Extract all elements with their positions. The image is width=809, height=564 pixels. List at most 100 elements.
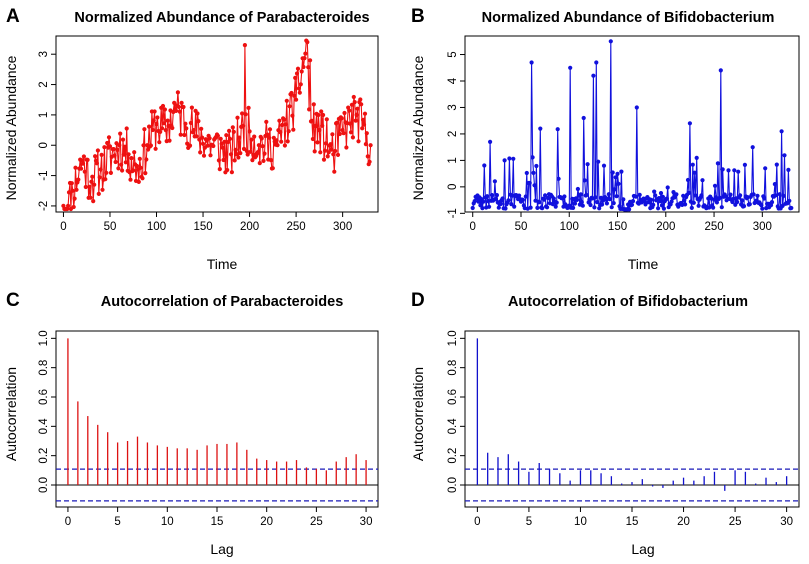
data-point (298, 82, 303, 87)
data-point (511, 156, 516, 161)
data-point (532, 183, 537, 188)
data-point (80, 161, 86, 166)
data-point (237, 135, 242, 140)
panel-c-letter: C (6, 290, 20, 311)
data-point (707, 205, 712, 210)
data-point (358, 97, 363, 102)
data-point (218, 136, 223, 141)
data-point (200, 135, 205, 140)
data-point (361, 122, 367, 127)
x-tick-label: 0 (65, 516, 71, 528)
data-point (512, 204, 517, 209)
data-point (693, 193, 698, 198)
data-point (718, 68, 723, 73)
data-point (686, 190, 692, 195)
y-tick-label: 0 (38, 142, 50, 148)
data-point (92, 182, 97, 187)
data-point (117, 143, 122, 148)
data-point (311, 102, 316, 107)
data-point (531, 170, 536, 175)
data-point (80, 158, 85, 163)
data-point (167, 138, 172, 143)
data-point (656, 206, 661, 211)
data-point (331, 152, 336, 157)
data-point (692, 170, 697, 175)
data-point (580, 203, 585, 208)
data-point (90, 174, 95, 179)
x-tick-label: 10 (574, 516, 587, 528)
data-point (368, 143, 373, 148)
y-tick-label: -1 (447, 208, 459, 218)
data-point (601, 163, 607, 168)
x-tick-label: 50 (104, 221, 117, 233)
x-tick-label: 250 (704, 221, 723, 233)
data-point (320, 123, 325, 128)
data-point (194, 134, 199, 139)
data-point (671, 190, 676, 195)
data-point (281, 117, 287, 122)
y-tick-label: 0.4 (38, 418, 50, 435)
data-point (553, 204, 558, 209)
data-point (271, 135, 276, 140)
data-point (146, 147, 151, 152)
y-tick-label: 5 (447, 51, 459, 57)
y-tick-label: 1.0 (38, 330, 50, 346)
data-point (326, 150, 331, 155)
data-point (652, 189, 657, 194)
data-point (255, 150, 260, 155)
data-point (105, 140, 110, 146)
data-point (747, 202, 752, 207)
data-point (542, 197, 547, 202)
data-point (199, 126, 204, 131)
x-tick-label: 0 (474, 516, 480, 528)
data-point (364, 131, 369, 136)
data-point (147, 124, 152, 129)
panel-c: C Autocorrelation of Parabacteroides 0 5 1… (3, 290, 379, 557)
data-point (282, 143, 287, 148)
data-point (665, 185, 670, 190)
data-point (142, 127, 147, 132)
data-point (150, 127, 155, 133)
data-point (321, 157, 327, 162)
data-point (476, 199, 481, 204)
data-point (208, 153, 213, 158)
y-tick-label: 3 (38, 51, 50, 57)
data-point (690, 162, 695, 167)
data-point (178, 132, 183, 137)
data-point (332, 169, 337, 174)
data-point (700, 178, 705, 183)
data-point (348, 130, 354, 135)
data-point (732, 168, 737, 173)
data-point (89, 179, 94, 184)
data-point (264, 119, 269, 124)
data-point (572, 201, 578, 206)
data-point (750, 145, 755, 150)
data-point (493, 197, 498, 202)
data-point (699, 193, 704, 198)
data-point (687, 121, 693, 126)
data-point (350, 135, 355, 140)
data-point (107, 144, 113, 149)
x-tick-label: 15 (626, 516, 639, 528)
data-point (242, 43, 247, 48)
data-point (238, 151, 243, 156)
data-point (611, 201, 616, 206)
data-point (361, 117, 366, 122)
panel-c-ylabel: Autocorrelation (3, 367, 19, 461)
data-point (118, 131, 123, 136)
data-point (554, 200, 559, 205)
data-point (312, 149, 317, 154)
data-point (252, 134, 257, 139)
data-point (627, 207, 632, 212)
data-point (122, 144, 127, 149)
data-point (265, 132, 270, 137)
data-point (489, 193, 495, 198)
data-point (362, 111, 368, 116)
x-tick-label: 100 (560, 221, 579, 233)
panel-b-xlabel: Time (628, 256, 659, 272)
data-point (487, 204, 492, 209)
data-point (245, 152, 250, 157)
x-tick-label: 0 (470, 221, 476, 233)
data-point (674, 192, 679, 197)
data-point (720, 167, 725, 172)
